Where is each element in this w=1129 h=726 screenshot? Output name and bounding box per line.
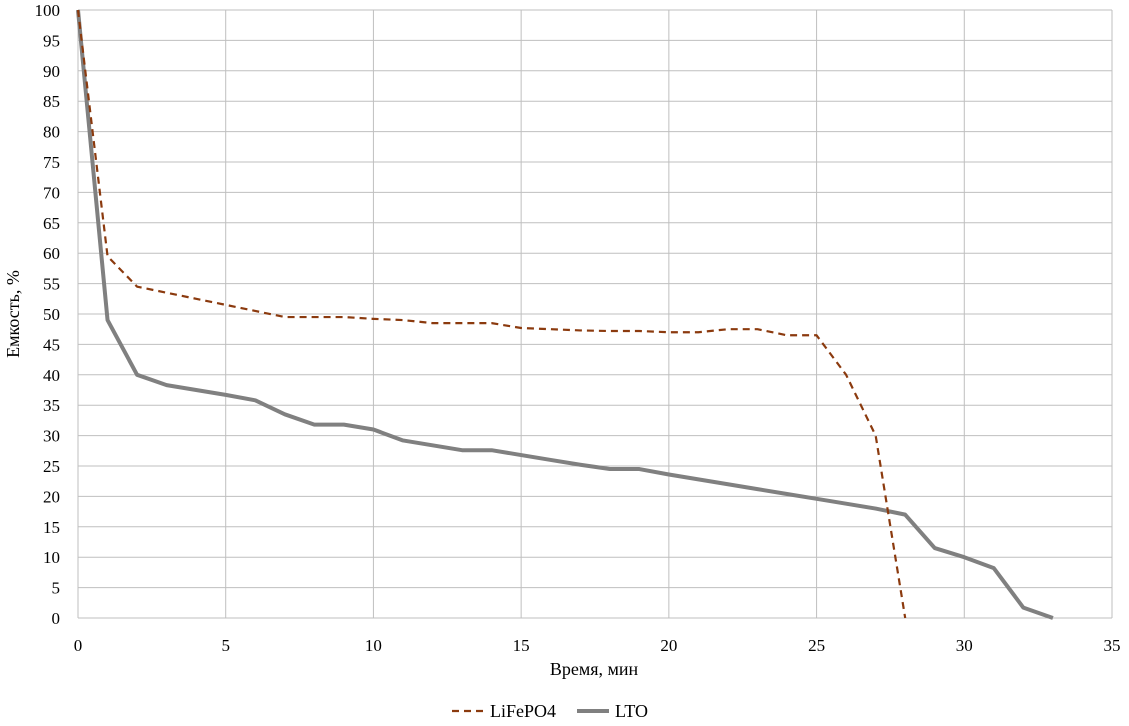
y-tick-label: 60 (43, 244, 60, 263)
y-axis-ticks: 0 5 10 15 20 25 30 35 40 45 50 55 60 65 70 75 80 85 90 95 10… (35, 1, 61, 628)
x-axis-ticks: 0 5 10 15 20 25 30 35 (74, 636, 1121, 655)
chart-legend: LiFePO4 LTO (452, 701, 648, 721)
x-axis-title: Время, мин (550, 659, 639, 679)
legend-label-lto: LTO (615, 701, 648, 721)
x-tick-label: 25 (808, 636, 825, 655)
y-tick-label: 75 (43, 153, 60, 172)
x-tick-label: 5 (221, 636, 230, 655)
y-tick-label: 80 (43, 123, 60, 142)
x-tick-label: 15 (513, 636, 530, 655)
y-tick-label: 15 (43, 518, 60, 537)
series-line-lto (76, 9, 1054, 620)
series-line-lifepo4 (76, 9, 907, 619)
y-tick-label: 10 (43, 548, 60, 567)
y-tick-label: 45 (43, 335, 60, 354)
y-tick-label: 20 (43, 487, 60, 506)
x-tick-label: 30 (956, 636, 973, 655)
y-tick-label: 40 (43, 366, 60, 385)
y-tick-label: 5 (52, 579, 61, 598)
y-tick-label: 50 (43, 305, 60, 324)
x-tick-label: 35 (1104, 636, 1121, 655)
y-tick-label: 65 (43, 214, 60, 233)
y-tick-label: 55 (43, 275, 60, 294)
chart-grid (77, 9, 1113, 619)
y-tick-label: 70 (43, 183, 60, 202)
y-tick-label: 95 (43, 31, 60, 50)
y-tick-label: 25 (43, 457, 60, 476)
y-tick-label: 35 (43, 396, 60, 415)
y-tick-label: 85 (43, 92, 60, 111)
y-tick-label: 30 (43, 427, 60, 446)
x-tick-label: 10 (365, 636, 382, 655)
x-tick-label: 0 (74, 636, 83, 655)
legend-label-lifepo4: LiFePO4 (490, 701, 556, 721)
y-tick-label: 0 (52, 609, 61, 628)
y-tick-label: 90 (43, 62, 60, 81)
x-tick-label: 20 (660, 636, 677, 655)
series-layer (76, 9, 1054, 620)
y-axis-title: Емкость, % (3, 270, 23, 358)
y-tick-label: 100 (35, 1, 61, 20)
